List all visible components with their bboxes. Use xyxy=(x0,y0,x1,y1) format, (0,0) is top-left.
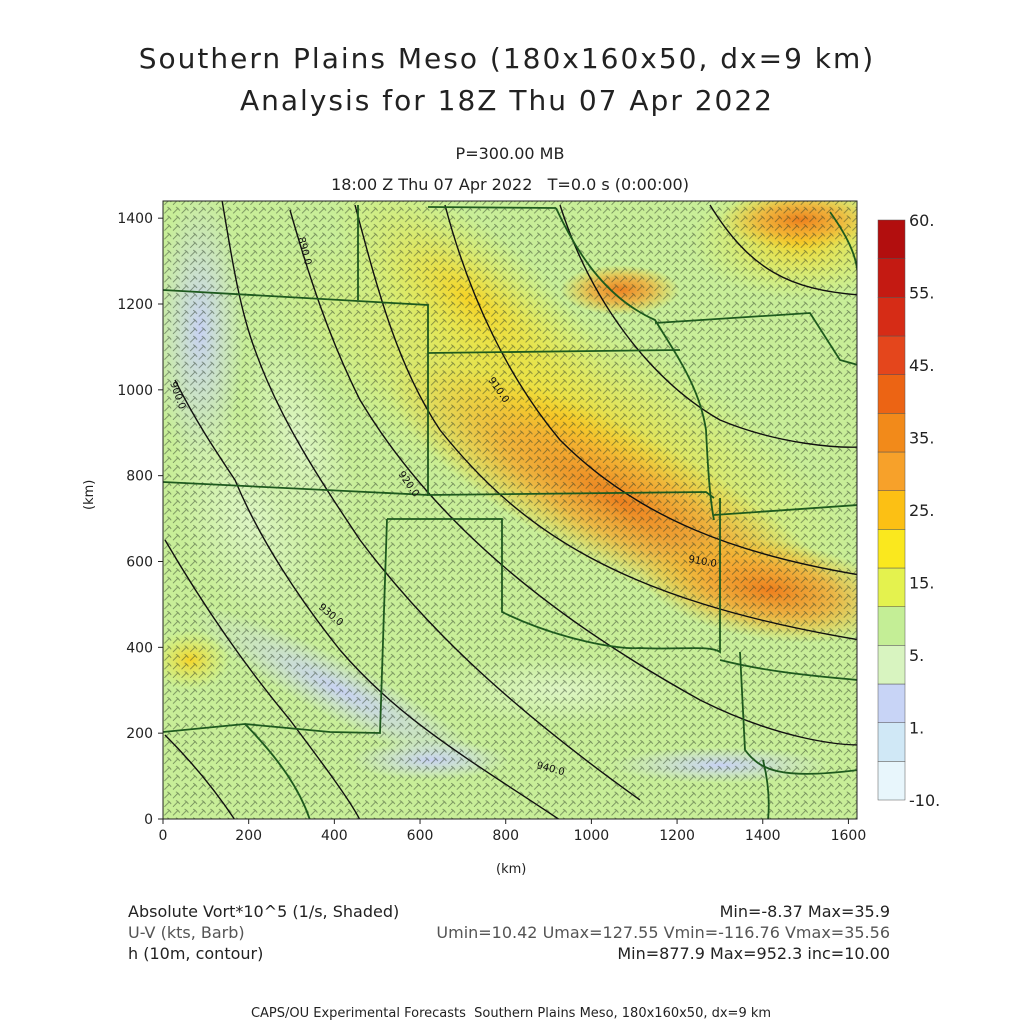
height-contours xyxy=(164,201,857,819)
colorbar-label: 35. xyxy=(909,429,934,448)
y-tick-label: 400 xyxy=(126,640,153,656)
state-boundaries xyxy=(163,205,857,819)
x-tick-label: 1000 xyxy=(574,828,610,844)
x-tick-label: 600 xyxy=(407,828,434,844)
pressure-level-label: P=300.00 MB xyxy=(455,144,565,163)
colorbar-swatch xyxy=(877,606,906,646)
contour-label-910-east: 910.0 xyxy=(687,554,717,570)
x-tick-label: 1600 xyxy=(831,828,867,844)
map-title-line2: Analysis for 18Z Thu 07 Apr 2022 xyxy=(240,84,774,117)
x-tick-label: 1200 xyxy=(659,828,695,844)
map-title-line1: Southern Plains Meso (180x160x50, dx=9 k… xyxy=(138,42,876,75)
plot-frame xyxy=(162,200,858,820)
x-tick-label: 800 xyxy=(492,828,519,844)
vorticity-shading xyxy=(163,201,857,819)
footer-var3-stats: Min=877.9 Max=952.3 inc=10.00 xyxy=(617,944,890,963)
y-tick-label: 600 xyxy=(126,555,153,571)
colorbar-label: 1. xyxy=(909,719,924,738)
x-tick-label: 400 xyxy=(321,828,348,844)
y-tick-label: 1400 xyxy=(117,211,153,227)
footer-var1-stats: Min=-8.37 Max=35.9 xyxy=(719,902,890,921)
credit-line: CAPS/OU Experimental Forecasts Southern … xyxy=(250,1006,772,1021)
colorbar-swatch xyxy=(877,761,906,801)
footer-var1-label: Absolute Vort*10^5 (1/s, Shaded) xyxy=(128,902,400,921)
footer-var2-label: U-V (kts, Barb) xyxy=(128,923,245,942)
footer-var2-stats: Umin=10.42 Umax=127.55 Vmin=-116.76 Vmax… xyxy=(436,923,890,942)
colorbar-swatch xyxy=(877,645,906,685)
colorbar-label: 55. xyxy=(909,284,934,303)
footer-var3-label: h (10m, contour) xyxy=(128,944,264,963)
colorbar-swatch xyxy=(877,490,906,530)
y-tick-label: 1200 xyxy=(117,297,153,313)
y-axis-ticks: 0 200 400 600 800 1000 1200 1400 xyxy=(117,211,163,828)
colorbar-swatch xyxy=(877,722,906,762)
x-axis-label: (km) xyxy=(496,862,527,877)
colorbar-swatch xyxy=(877,567,906,607)
colorbar-swatch xyxy=(877,297,906,337)
colorbar-swatch xyxy=(877,451,906,491)
x-tick-label: 0 xyxy=(159,828,168,844)
colorbar: 60. 55. 45. 35. 25. 15. 5. 1. -10. xyxy=(877,211,940,810)
colorbar-swatch xyxy=(877,219,906,259)
colorbar-label: 15. xyxy=(909,574,934,593)
y-tick-label: 800 xyxy=(126,469,153,485)
y-tick-label: 200 xyxy=(126,726,153,742)
x-axis-ticks: 0 200 400 600 800 1000 1200 1400 1600 xyxy=(159,819,867,844)
colorbar-swatch xyxy=(877,683,906,723)
x-tick-label: 200 xyxy=(235,828,262,844)
colorbar-label: 5. xyxy=(909,646,924,665)
colorbar-label: 25. xyxy=(909,501,934,520)
colorbar-label: -10. xyxy=(909,791,940,810)
colorbar-swatch xyxy=(877,374,906,414)
colorbar-label: 45. xyxy=(909,356,934,375)
y-tick-label: 1000 xyxy=(117,383,153,399)
colorbar-swatch xyxy=(877,413,906,453)
colorbar-label: 60. xyxy=(909,211,934,230)
x-tick-label: 1400 xyxy=(745,828,781,844)
y-tick-label: 0 xyxy=(144,812,153,828)
colorbar-swatch xyxy=(877,335,906,375)
valid-time-label: 18:00 Z Thu 07 Apr 2022 T=0.0 s (0:00:00… xyxy=(331,175,689,194)
colorbar-swatch xyxy=(877,258,906,298)
colorbar-swatch xyxy=(877,529,906,569)
